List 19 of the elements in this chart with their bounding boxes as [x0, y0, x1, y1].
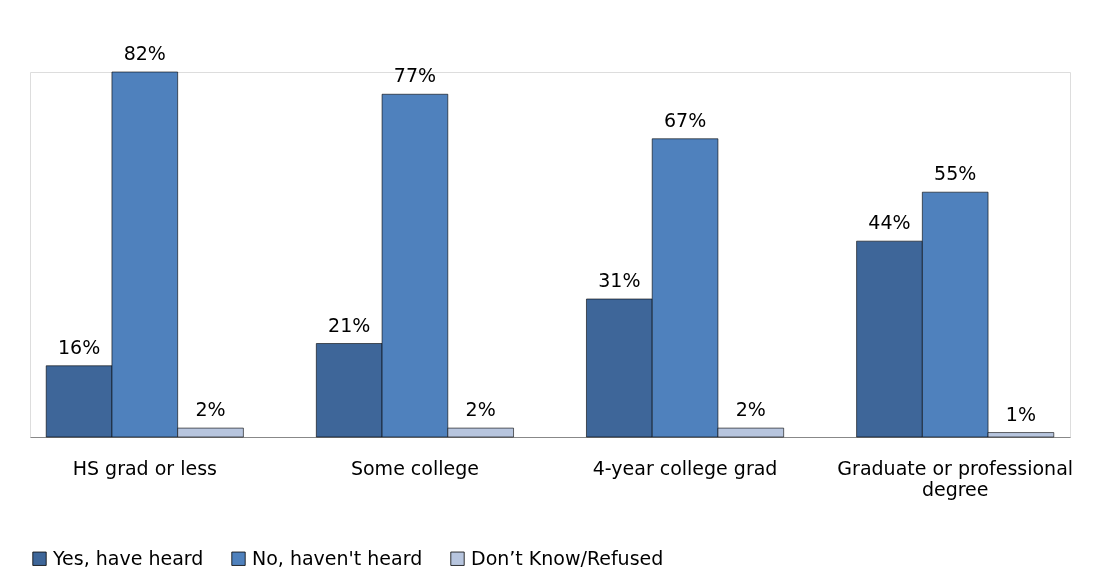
legend-label: Don’t Know/Refused [471, 546, 664, 569]
data-label: 67% [663, 108, 707, 131]
legend-label: Yes, have heard [52, 546, 204, 569]
data-label: 2% [195, 398, 226, 421]
data-label: 1% [1005, 402, 1036, 425]
data-label: 21% [328, 313, 371, 336]
x-tick-label: HS grad or less [72, 456, 217, 479]
data-label: 77% [393, 64, 437, 87]
data-label: 2% [735, 398, 766, 421]
data-label: 31% [598, 269, 641, 292]
data-label: 44% [868, 211, 911, 234]
data-label: 82% [123, 42, 166, 64]
x-tick-label: Graduate or professional degree [837, 456, 1074, 500]
data-label: 55% [934, 162, 977, 185]
x-tick-label: Some college [350, 456, 479, 479]
legend-label: No, haven't heard [252, 546, 423, 569]
x-tick-label: 4-year college grad [592, 456, 778, 479]
data-label: 2% [465, 398, 496, 421]
data-label: 16% [57, 335, 101, 358]
